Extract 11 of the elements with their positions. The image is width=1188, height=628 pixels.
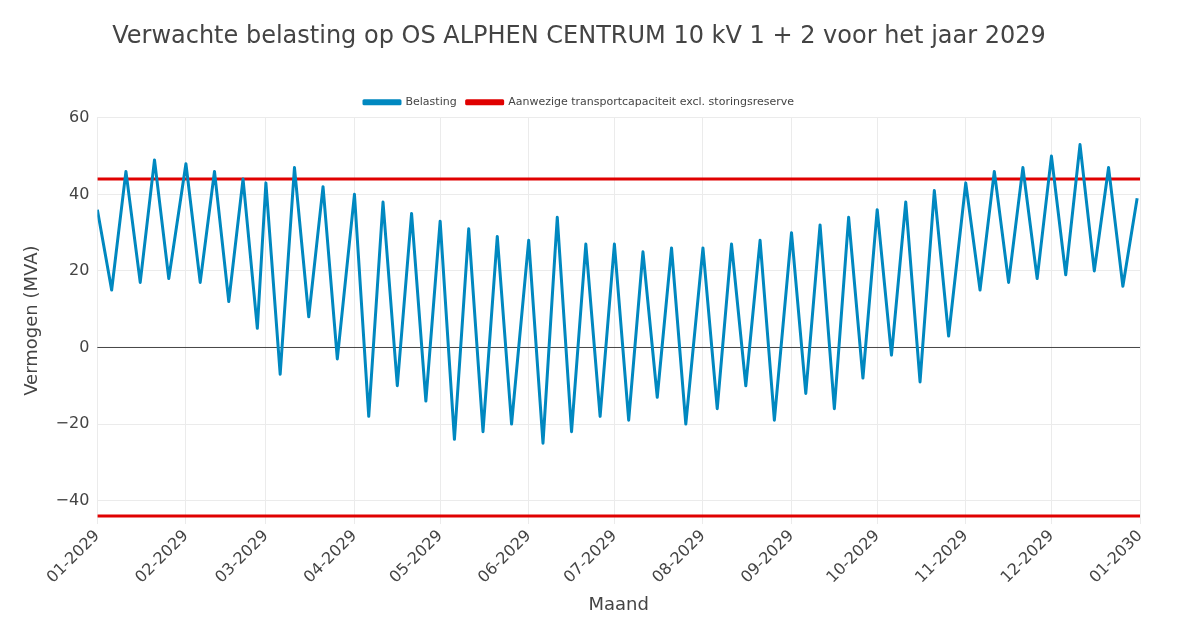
- y-tick-label: 60: [69, 106, 90, 126]
- y-tick-label: −20: [55, 413, 90, 433]
- y-tick-label: 0: [79, 336, 90, 356]
- legend-label: Belasting: [405, 95, 457, 109]
- y-axis-title: Vermogen (MVA): [20, 245, 42, 396]
- legend-label: Aanwezige transportcapaciteit excl. storingsreserve: [508, 95, 795, 109]
- x-axis-title: Maand: [588, 592, 649, 614]
- y-tick-label: 20: [69, 260, 90, 280]
- y-tick-label: −40: [55, 489, 90, 509]
- y-tick-label: 40: [69, 183, 90, 203]
- chart-title: Verwachte belasting op OS ALPHEN CENTRUM 10 kV 1 + 2 voor het jaar 2029: [112, 20, 1046, 49]
